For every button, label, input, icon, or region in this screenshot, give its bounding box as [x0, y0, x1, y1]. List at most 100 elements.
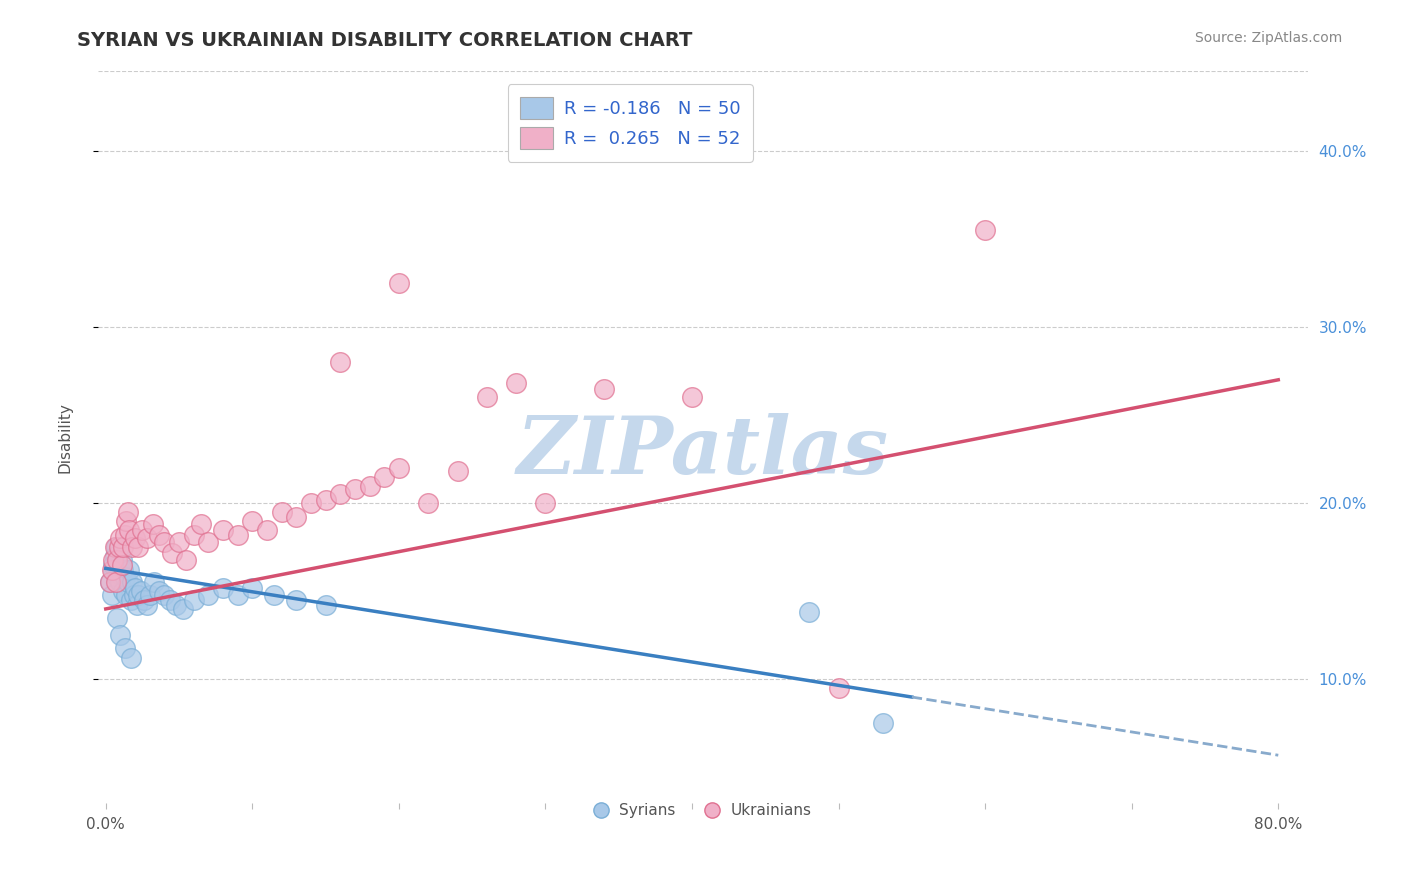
- Point: [131, 523, 153, 537]
- Point: [285, 510, 308, 524]
- Point: [172, 602, 194, 616]
- Point: [475, 391, 498, 405]
- Point: [315, 599, 337, 613]
- Point: [240, 581, 263, 595]
- Point: [148, 584, 170, 599]
- Point: [112, 563, 135, 577]
- Point: [159, 593, 181, 607]
- Point: [153, 535, 176, 549]
- Point: [299, 496, 322, 510]
- Point: [183, 593, 205, 607]
- Point: [121, 540, 143, 554]
- Point: [197, 535, 219, 549]
- Point: [418, 496, 440, 510]
- Text: ZIPatlas: ZIPatlas: [517, 413, 889, 491]
- Point: [343, 482, 366, 496]
- Point: [872, 716, 894, 731]
- Point: [101, 558, 124, 572]
- Point: [105, 540, 128, 554]
- Point: [115, 514, 138, 528]
- Point: [263, 588, 285, 602]
- Point: [111, 552, 134, 566]
- Y-axis label: Disability: Disability: [58, 401, 72, 473]
- Point: [111, 558, 134, 572]
- Point: [388, 461, 411, 475]
- Point: [114, 640, 136, 655]
- Point: [107, 552, 129, 566]
- Text: Source: ZipAtlas.com: Source: ZipAtlas.com: [1195, 31, 1343, 45]
- Point: [115, 588, 138, 602]
- Point: [108, 540, 131, 554]
- Point: [120, 651, 142, 665]
- Point: [167, 535, 190, 549]
- Point: [100, 563, 122, 577]
- Point: [240, 514, 263, 528]
- Point: [121, 575, 143, 590]
- Point: [226, 588, 249, 602]
- Point: [153, 588, 176, 602]
- Point: [212, 523, 235, 537]
- Point: [593, 382, 616, 396]
- Point: [446, 465, 468, 479]
- Point: [125, 599, 148, 613]
- Point: [315, 492, 337, 507]
- Point: [118, 523, 141, 537]
- Point: [98, 575, 121, 590]
- Point: [110, 575, 132, 590]
- Point: [183, 528, 205, 542]
- Point: [110, 563, 132, 577]
- Point: [108, 545, 131, 559]
- Point: [107, 552, 129, 566]
- Point: [103, 549, 125, 563]
- Point: [197, 588, 219, 602]
- Point: [108, 566, 131, 581]
- Point: [118, 563, 141, 577]
- Point: [974, 223, 997, 237]
- Point: [101, 552, 124, 566]
- Point: [148, 528, 170, 542]
- Point: [112, 540, 135, 554]
- Point: [190, 517, 212, 532]
- Point: [107, 570, 129, 584]
- Point: [329, 355, 352, 369]
- Point: [176, 552, 198, 566]
- Point: [124, 581, 146, 595]
- Point: [98, 575, 121, 590]
- Point: [505, 376, 527, 391]
- Point: [112, 584, 135, 599]
- Point: [285, 593, 308, 607]
- Point: [129, 584, 152, 599]
- Point: [105, 558, 128, 572]
- Point: [212, 581, 235, 595]
- Point: [827, 681, 849, 696]
- Point: [143, 575, 166, 590]
- Point: [100, 588, 122, 602]
- Point: [270, 505, 292, 519]
- Point: [681, 391, 703, 405]
- Point: [120, 593, 142, 607]
- Point: [117, 505, 139, 519]
- Point: [114, 570, 136, 584]
- Point: [799, 606, 821, 620]
- Point: [101, 563, 124, 577]
- Point: [138, 588, 160, 602]
- Point: [103, 540, 125, 554]
- Text: SYRIAN VS UKRAINIAN DISABILITY CORRELATION CHART: SYRIAN VS UKRAINIAN DISABILITY CORRELATI…: [77, 31, 693, 50]
- Point: [373, 469, 395, 483]
- Point: [124, 532, 146, 546]
- Point: [110, 532, 132, 546]
- Point: [142, 517, 165, 532]
- Point: [359, 478, 381, 492]
- Point: [105, 575, 128, 590]
- Point: [132, 593, 155, 607]
- Point: [110, 628, 132, 642]
- Point: [329, 487, 352, 501]
- Point: [117, 575, 139, 590]
- Point: [135, 532, 157, 546]
- Point: [160, 545, 183, 559]
- Point: [534, 496, 557, 510]
- Point: [114, 528, 136, 542]
- Point: [107, 611, 129, 625]
- Legend: Syrians, Ukrainians: Syrians, Ukrainians: [589, 797, 817, 824]
- Point: [226, 528, 249, 542]
